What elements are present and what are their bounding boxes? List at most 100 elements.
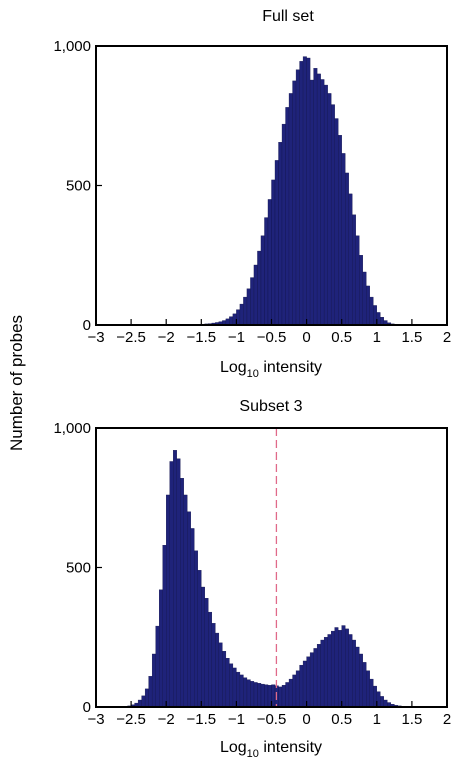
x-tick-label: −1	[228, 711, 245, 728]
histogram-bar	[352, 214, 356, 326]
y-tick-label: 0	[83, 317, 91, 334]
histogram-bar	[302, 660, 307, 708]
y-tick-label: 1,000	[53, 38, 91, 55]
x-tick-label: 1.5	[401, 329, 422, 346]
histogram-bar	[201, 586, 205, 708]
y-tick-label: 500	[66, 560, 91, 577]
histogram-bar	[288, 93, 293, 326]
histogram-bar	[355, 646, 360, 708]
histogram-bar	[151, 653, 156, 708]
histogram-bar	[250, 277, 255, 326]
histogram-bar	[246, 288, 251, 326]
histogram-bar	[250, 681, 255, 708]
histogram-bar	[204, 598, 209, 708]
histogram-bar	[285, 682, 290, 708]
histogram-bar	[330, 630, 335, 708]
histogram-bars	[123, 450, 413, 708]
histogram-bar	[327, 93, 332, 326]
histogram-bar	[299, 664, 304, 708]
histogram-bar	[197, 570, 202, 708]
histogram-bar	[278, 142, 283, 326]
x-tick-label: −1.5	[186, 711, 216, 728]
histogram-bar	[243, 677, 248, 708]
histogram-bar	[352, 639, 356, 708]
x-tick-label: −1	[228, 329, 245, 346]
x-tick-label: 1	[373, 711, 381, 728]
x-tick-label: 2	[443, 711, 451, 728]
histogram-bar	[355, 235, 360, 326]
histogram-bars	[166, 56, 416, 326]
y-tick-label: 500	[66, 178, 91, 195]
histogram-bar	[327, 634, 332, 708]
histogram-bar	[187, 511, 191, 708]
x-tick-label: −3	[87, 329, 104, 346]
histogram-bar	[306, 57, 311, 326]
x-axis-label: Log10 intensity	[220, 359, 322, 380]
x-tick-label: 0	[302, 711, 310, 728]
x-axis-label: Log10 intensity	[220, 739, 322, 760]
histogram-bar	[281, 123, 286, 326]
x-tick-label: −2.5	[116, 711, 146, 728]
x-tick-label: 0	[302, 329, 310, 346]
panel-title: Subset 3	[239, 398, 302, 415]
histogram-bar	[334, 118, 339, 326]
histogram-bar	[141, 695, 146, 708]
histogram-bar	[260, 235, 265, 326]
histogram-bar	[288, 678, 293, 708]
histogram-bar	[330, 104, 335, 326]
histogram-bar	[366, 670, 370, 708]
histogram-bar	[309, 652, 314, 708]
x-tick-label: −2	[158, 329, 175, 346]
histogram-bar	[253, 264, 258, 326]
histogram-bar	[260, 683, 265, 708]
y-axis-ticks: 0 500 1,000	[53, 420, 102, 716]
histogram-bar	[323, 637, 328, 708]
histogram-bar	[323, 84, 328, 326]
histogram-bar	[292, 674, 297, 708]
histogram-bar	[309, 79, 314, 326]
histogram-bar	[320, 79, 325, 326]
histogram-bar	[246, 679, 251, 708]
histogram-bar	[183, 494, 188, 708]
histogram-bar	[369, 678, 374, 708]
histogram-bar	[162, 545, 167, 708]
plot-frame	[95, 427, 448, 708]
histogram-bar	[239, 674, 244, 708]
histogram-bar	[208, 611, 213, 708]
histogram-bar	[338, 135, 342, 326]
histogram-bar	[316, 644, 321, 708]
x-tick-label: −2	[158, 711, 175, 728]
histogram-bar	[302, 56, 307, 326]
histogram-bar	[264, 217, 269, 326]
histogram-bar	[348, 193, 353, 326]
histogram-bar	[274, 160, 279, 326]
histogram-bar	[362, 662, 367, 708]
histogram-bar	[173, 450, 177, 708]
y-tick-label: 1,000	[53, 420, 91, 437]
histogram-bar	[267, 199, 272, 326]
x-tick-label: 1.5	[401, 711, 422, 728]
histogram-bar	[334, 627, 339, 708]
histogram-bar	[225, 657, 230, 708]
x-tick-label: −1.5	[186, 329, 216, 346]
histogram-bar	[345, 172, 349, 326]
histogram-bar	[306, 656, 311, 708]
histogram-bar	[229, 316, 234, 326]
x-tick-label: 1	[373, 329, 381, 346]
histogram-bar	[341, 153, 346, 326]
histogram-bar	[281, 685, 286, 708]
x-tick-label: 2	[443, 329, 451, 346]
x-axis-ticks: −3 −2.5 −2 −1.5 −1 −0.5 0 0.5 1 1.5 2	[87, 701, 451, 728]
x-tick-label: −0.5	[257, 711, 287, 728]
histogram-bar	[271, 179, 276, 326]
histogram-bar	[295, 69, 300, 326]
histogram-bar	[383, 699, 388, 708]
histogram-bar	[148, 676, 153, 708]
histogram-bar	[366, 285, 370, 326]
x-tick-label: 0.5	[331, 329, 352, 346]
histogram-bar	[218, 642, 223, 708]
histogram-bar	[211, 623, 216, 708]
histogram-bar	[348, 634, 353, 708]
histogram-bar	[190, 528, 195, 708]
histogram-bar	[285, 107, 290, 326]
